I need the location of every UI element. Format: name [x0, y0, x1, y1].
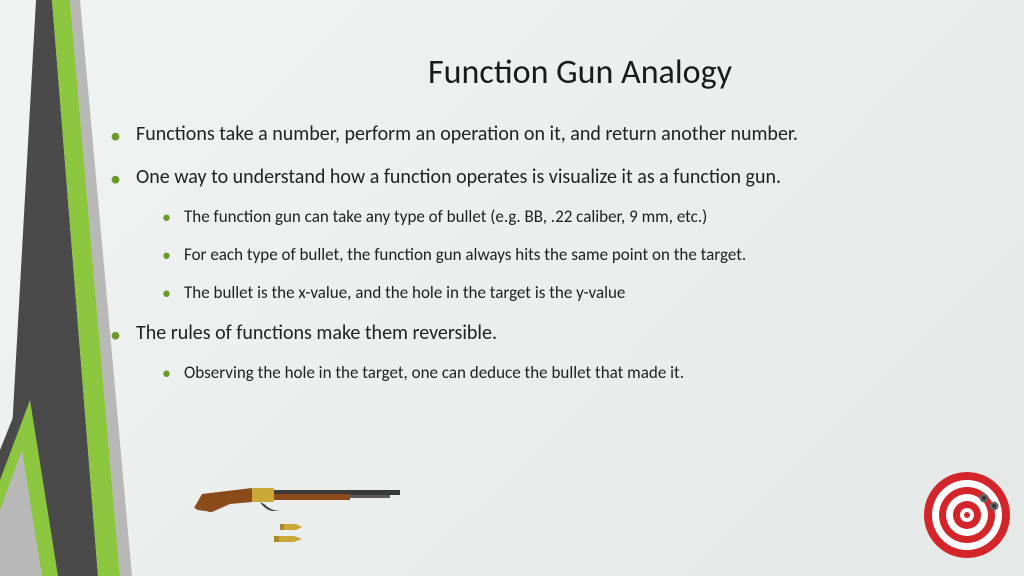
bullet-text: Functions take a number, perform an oper… — [136, 122, 798, 146]
bullet-item: The rules of functions make them reversi… — [110, 320, 990, 385]
slide-title: Function Gun Analogy — [170, 52, 990, 93]
sub-bullet-list: Observing the hole in the target, one ca… — [162, 361, 990, 385]
sub-bullet-item: Observing the hole in the target, one ca… — [162, 361, 990, 385]
bullet-item: One way to understand how a function ope… — [110, 164, 990, 304]
slide-content: Function Gun Analogy Functions take a nu… — [110, 52, 990, 401]
bullet-list: Functions take a number, perform an oper… — [110, 121, 990, 385]
bullet-text: The rules of functions make them reversi… — [136, 321, 497, 345]
bullet-item: Functions take a number, perform an oper… — [110, 121, 990, 148]
rifle-icon — [190, 476, 410, 546]
sub-bullet-item: The function gun can take any type of bu… — [162, 205, 990, 229]
sub-bullet-list: The function gun can take any type of bu… — [162, 205, 990, 304]
target-icon — [922, 470, 1012, 560]
sub-bullet-item: The bullet is the x-value, and the hole … — [162, 281, 990, 305]
bullet-text: One way to understand how a function ope… — [136, 165, 781, 189]
sub-bullet-item: For each type of bullet, the function gu… — [162, 243, 990, 267]
